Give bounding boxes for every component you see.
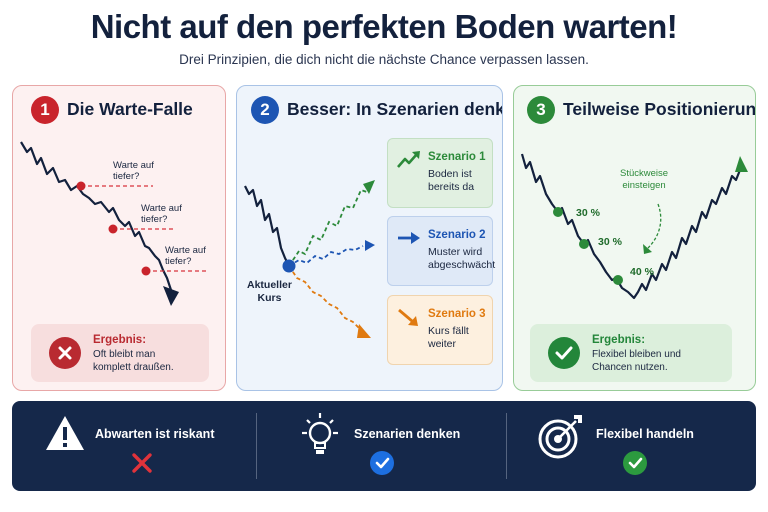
summary-item: Flexibel handeln [506, 401, 756, 491]
scenario-card: Szenario 2 Muster wird abgeschwächt [387, 216, 496, 286]
arrow-head-icon [735, 156, 748, 172]
panel-teilweise-positionierung: 3 Teilweise Positionierung Stückweise ei… [513, 85, 756, 391]
result-heading: Ergebnis: [592, 334, 646, 346]
panel-title: Besser: In Szenarien denken [287, 99, 503, 119]
blue-check-icon [370, 451, 394, 475]
falling-price-line [20, 141, 173, 291]
wait-label: Warte auf tiefer? [165, 245, 206, 267]
wait-label: Warte auf tiefer? [141, 203, 182, 225]
trend-up-arrow-icon [397, 151, 420, 168]
scenario-text: Kurs fällt weiter [428, 325, 469, 350]
summary-label: Abwarten ist riskant [95, 427, 215, 441]
entry-point-marker [613, 275, 623, 285]
check-circle-icon [548, 337, 580, 369]
step-number-badge: 2 [251, 96, 279, 124]
scenario-card: Szenario 1 Boden ist bereits da [387, 138, 493, 208]
scenario-heading: Szenario 2 [428, 229, 486, 241]
summary-label: Szenarien denken [354, 427, 461, 441]
warning-triangle-icon [46, 416, 84, 450]
summary-label: Flexibel handeln [596, 427, 694, 441]
scenario-chart [244, 180, 375, 338]
scenario-2-path [288, 245, 364, 267]
v-shape-chart [520, 153, 748, 300]
current-price-marker [282, 259, 296, 273]
step-percent: 40 % [630, 266, 654, 278]
falling-price-chart [20, 141, 207, 306]
wait-point-marker [141, 266, 151, 276]
scenario-3-path [288, 265, 362, 331]
scenario-1-path [288, 188, 368, 267]
page-subtitle: Drei Prinzipien, die dich nicht die näch… [179, 52, 589, 67]
divider [506, 413, 507, 479]
summary-item: Abwarten ist riskant [12, 401, 256, 491]
summary-bar: Abwarten ist riskant Szenarien denken [12, 401, 756, 491]
wait-point-marker [76, 181, 86, 191]
result-box: Ergebnis: Flexibel bleiben und Chancen n… [530, 324, 732, 382]
lightbulb-icon [302, 413, 338, 454]
arrow-right-icon [398, 232, 420, 244]
step-annotation: Stückweise einsteigen [620, 168, 669, 191]
result-box: Ergebnis: Oft bleibt man komplett drauße… [31, 324, 209, 382]
divider [256, 413, 257, 479]
result-text: Oft bleibt man komplett draußen. [93, 349, 174, 373]
result-heading: Ergebnis: [93, 334, 147, 346]
current-price-label: Aktueller Kurs [247, 279, 292, 304]
x-circle-icon [49, 337, 81, 369]
price-history-line [244, 185, 290, 267]
page-title: Nicht auf den perfekten Boden warten! [90, 8, 678, 45]
scenario-card: Szenario 3 Kurs fällt weiter [387, 295, 493, 365]
scenario-heading: Szenario 3 [428, 308, 486, 320]
wait-point-marker [108, 224, 118, 234]
panel-title: Die Warte-Falle [67, 99, 193, 119]
red-x-icon [132, 453, 152, 473]
target-arrow-icon [538, 415, 582, 459]
summary-item: Szenarien denken [256, 401, 506, 491]
arrow-down-right-icon [398, 308, 418, 326]
wait-label: Warte auf tiefer? [113, 160, 154, 182]
entry-point-marker [553, 207, 563, 217]
scenario-text: Boden ist bereits da [428, 168, 475, 193]
panel-title: Teilweise Positionierung [563, 99, 756, 119]
step-percent: 30 % [576, 207, 600, 219]
entry-point-marker [579, 239, 589, 249]
panel-warte-falle: 1 Die Warte-Falle Warte auf tiefer? Wart… [12, 85, 226, 391]
step-number-badge: 1 [31, 96, 59, 124]
step-number-badge: 3 [527, 96, 555, 124]
scenario-text: Muster wird abgeschwächt [428, 246, 496, 271]
green-check-icon [623, 451, 647, 475]
step-percent: 30 % [598, 236, 622, 248]
scenario-heading: Szenario 1 [428, 151, 486, 163]
result-text: Flexibel bleiben und Chancen nutzen. [592, 349, 681, 373]
arrow-head-icon [163, 286, 179, 306]
panel-szenarien: 2 Besser: In Szenarien denken Aktueller … [236, 85, 503, 391]
